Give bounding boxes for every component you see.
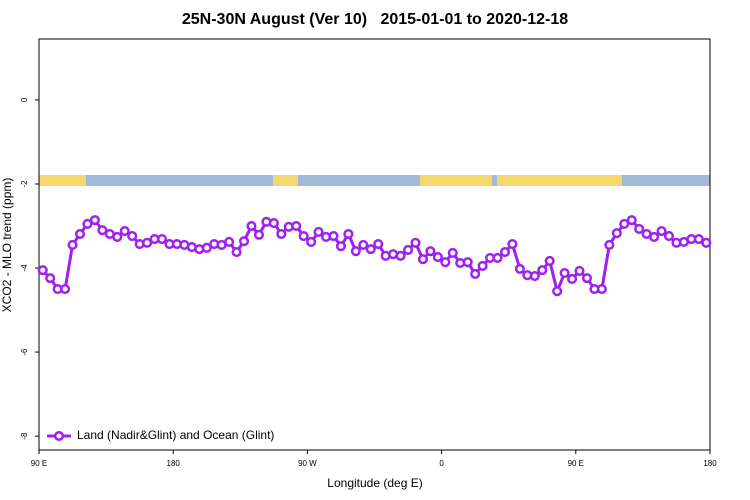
data-point xyxy=(596,283,607,295)
data-point xyxy=(604,239,615,250)
data-point xyxy=(373,239,384,250)
data-point xyxy=(417,254,429,265)
y-tick-label: -8 xyxy=(20,432,29,440)
data-point xyxy=(663,231,675,242)
data-point xyxy=(462,257,473,268)
chart-title: 25N-30N August (Ver 10) 2015-01-01 to 20… xyxy=(182,11,568,28)
data-point xyxy=(358,239,369,250)
data-point xyxy=(649,231,660,242)
data-point xyxy=(246,220,257,232)
data-point xyxy=(156,233,168,245)
data-point xyxy=(276,228,287,240)
data-point xyxy=(470,268,481,279)
series-line xyxy=(41,218,707,296)
data-point xyxy=(619,218,630,229)
data-point xyxy=(477,260,488,271)
x-tick-label: 90 E xyxy=(568,459,584,468)
data-point xyxy=(403,244,414,256)
data-point xyxy=(701,237,712,248)
y-tick-label: -6 xyxy=(20,348,29,356)
land-band xyxy=(497,175,622,186)
data-point xyxy=(693,233,704,245)
data-point xyxy=(425,246,436,257)
data-point xyxy=(529,270,540,282)
ocean-band xyxy=(39,175,710,186)
data-point xyxy=(201,242,212,253)
x-tick-label: 180 xyxy=(703,459,717,468)
data-point xyxy=(231,247,242,258)
y-tick-label: -2 xyxy=(20,180,29,188)
legend-label: Land (Nadir&Glint) and Ocean (Glint) xyxy=(77,428,274,442)
data-point xyxy=(514,263,525,274)
data-point xyxy=(410,237,421,248)
y-tick-label: 0 xyxy=(20,97,29,102)
data-point xyxy=(112,231,123,242)
data-point xyxy=(365,244,376,255)
data-point xyxy=(350,246,361,257)
data-point xyxy=(492,252,503,263)
data-point xyxy=(559,268,570,279)
data-point xyxy=(499,247,511,258)
data-point xyxy=(45,273,56,284)
data-point xyxy=(224,236,235,248)
data-point xyxy=(127,231,138,242)
data-point xyxy=(343,228,354,240)
data-point xyxy=(291,220,302,232)
legend-marker xyxy=(53,430,65,442)
data-point xyxy=(97,225,108,236)
data-point xyxy=(567,273,578,285)
data-point xyxy=(74,228,86,240)
data-point xyxy=(581,273,593,284)
data-point xyxy=(537,265,548,276)
data-point xyxy=(611,228,622,239)
y-tick-label: -4 xyxy=(20,264,29,272)
data-point xyxy=(507,239,518,250)
land-band xyxy=(420,175,492,186)
data-point xyxy=(656,226,667,237)
x-tick-label: 90 E xyxy=(31,459,47,468)
x-tick-label: 90 W xyxy=(298,459,317,468)
x-tick-label: 180 xyxy=(167,459,181,468)
data-point xyxy=(142,237,153,248)
data-point xyxy=(447,247,458,258)
data-point xyxy=(67,239,78,250)
x-tick-label: 0 xyxy=(439,459,444,468)
data-point xyxy=(335,241,347,252)
data-point xyxy=(37,265,48,276)
data-point xyxy=(328,231,339,242)
data-point xyxy=(552,286,563,297)
data-point xyxy=(298,231,309,242)
data-point xyxy=(268,218,279,229)
data-point xyxy=(82,218,93,229)
y-axis-label: XCO2 - MLO trend (ppm) xyxy=(0,178,14,313)
data-point xyxy=(119,226,130,237)
land-band xyxy=(39,175,86,186)
data-point xyxy=(574,265,585,277)
data-point xyxy=(432,252,443,263)
data-point xyxy=(626,215,637,226)
data-point xyxy=(60,283,71,295)
data-point xyxy=(89,215,100,226)
data-point xyxy=(440,257,451,268)
land-band xyxy=(273,175,298,186)
data-point xyxy=(634,223,645,235)
x-axis-label: Longitude (deg E) xyxy=(327,476,422,490)
data-point xyxy=(544,255,555,266)
data-point xyxy=(313,226,324,237)
land-ocean-strip xyxy=(39,175,710,186)
data-point xyxy=(238,236,250,247)
data-point xyxy=(395,250,406,261)
data-point xyxy=(306,236,317,248)
data-point xyxy=(253,229,264,240)
